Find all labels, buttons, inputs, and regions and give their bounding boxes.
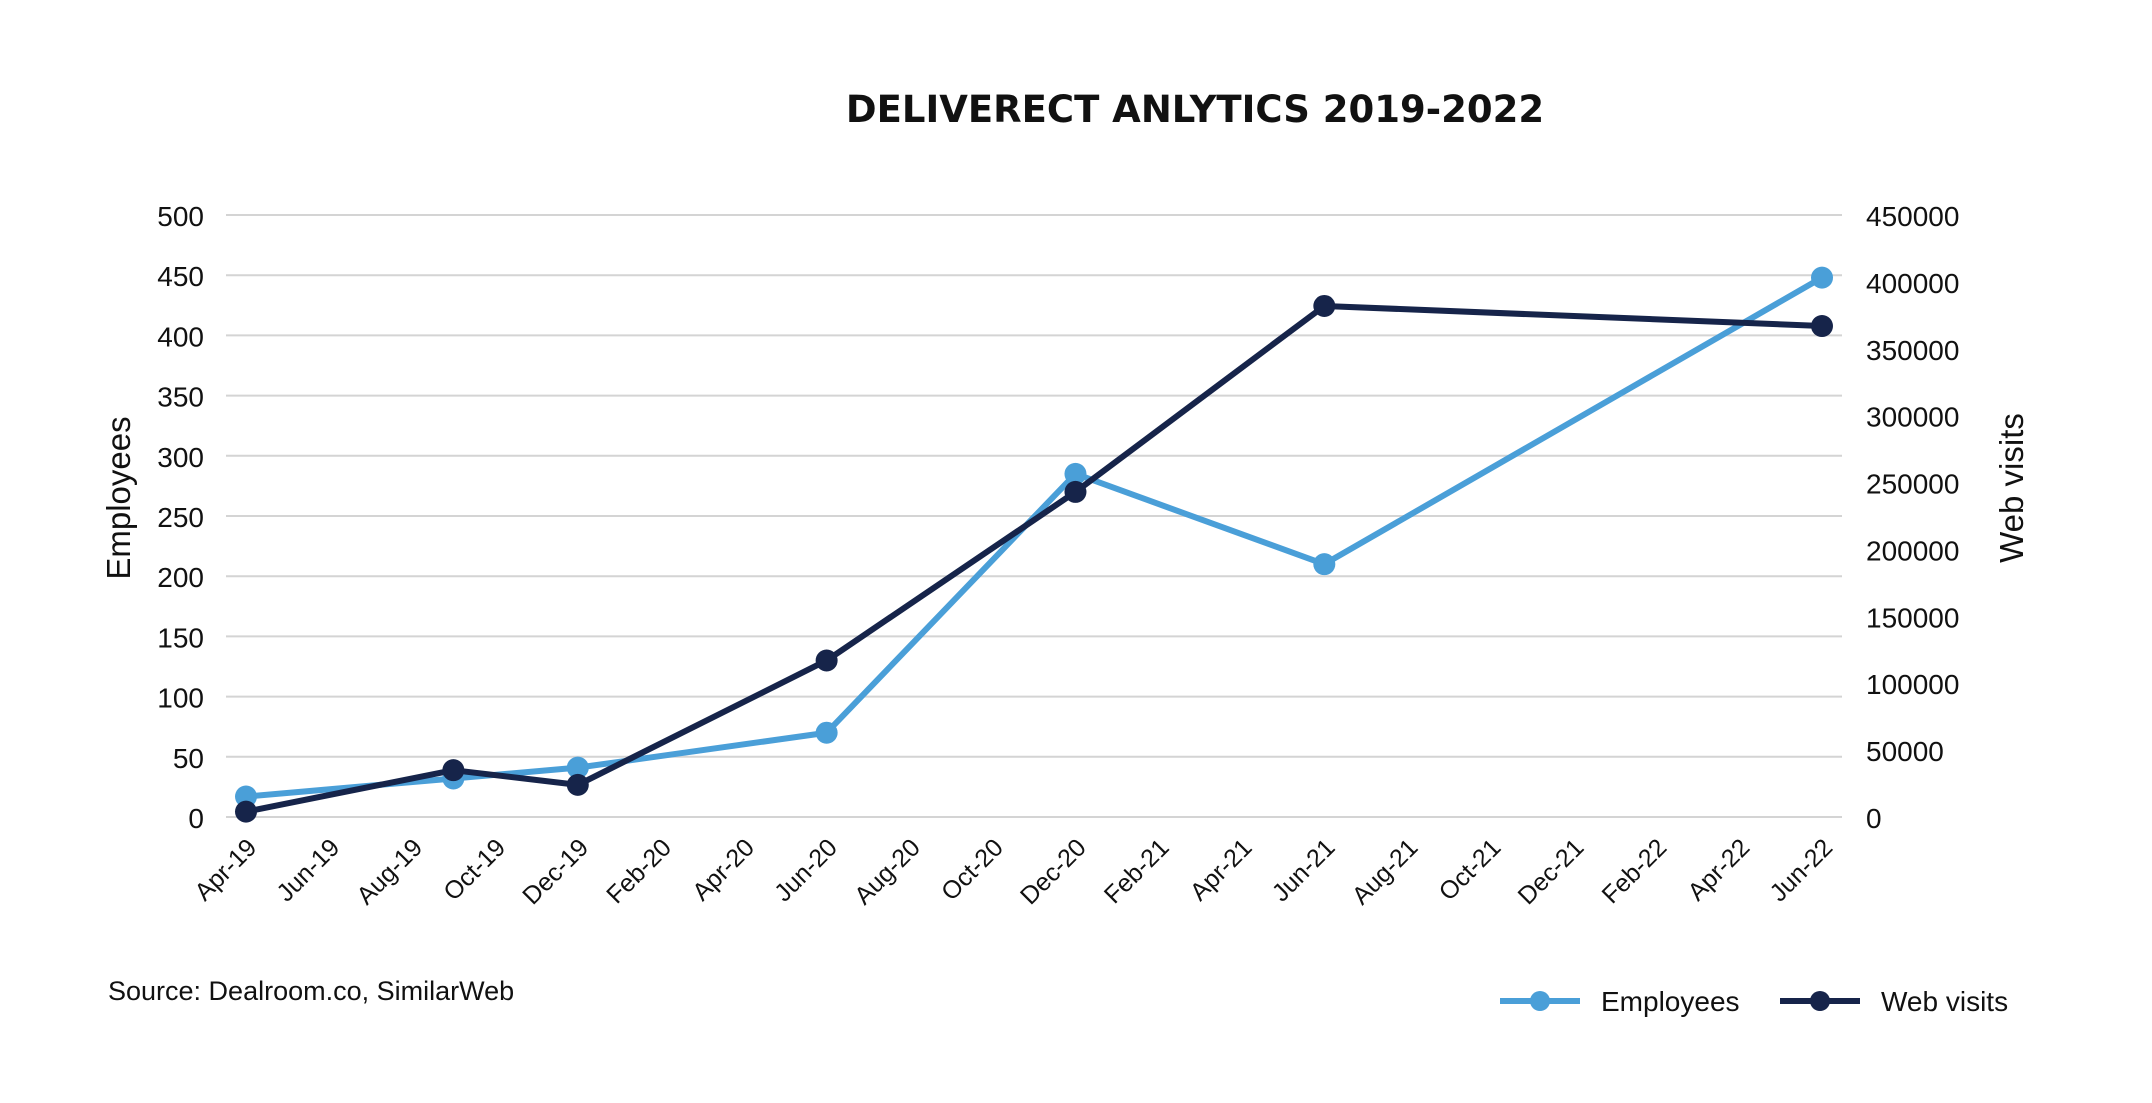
- right-tick-label: 200000: [1866, 535, 1959, 566]
- source-note: Source: Dealroom.co, SimilarWeb: [108, 976, 514, 1006]
- left-tick-label: 300: [157, 442, 204, 473]
- x-tick-label: Dec-20: [1015, 833, 1092, 910]
- x-tick-label: Feb-20: [601, 833, 677, 909]
- left-tick-label: 200: [157, 562, 204, 593]
- right-tick-label: 150000: [1866, 602, 1959, 633]
- data-point: [442, 759, 465, 782]
- legend-marker: [1530, 991, 1550, 1011]
- right-tick-label: 350000: [1866, 335, 1959, 366]
- x-axis: Apr-19 Jun-19 Aug-19 Oct-19 Dec-19 Feb-20 Apr-…: [189, 833, 1838, 910]
- left-axis-label: Employees: [100, 416, 137, 579]
- legend: Employees Web visits: [1500, 986, 2008, 1017]
- data-point: [1064, 462, 1087, 485]
- x-tick-label: Apr-22: [1682, 833, 1755, 906]
- legend-marker: [1810, 991, 1830, 1011]
- legend-label: Employees: [1601, 986, 1740, 1017]
- x-tick-label: Apr-19: [189, 833, 262, 906]
- left-tick-label: 500: [157, 201, 204, 232]
- right-y-axis: 0 50000 100000 150000 200000 250000 300000 3500…: [1866, 201, 1959, 834]
- x-tick-label: Jun-20: [769, 833, 843, 907]
- right-tick-label: 400000: [1866, 268, 1959, 299]
- x-tick-label: Apr-20: [687, 833, 760, 906]
- x-tick-label: Jun-21: [1267, 833, 1341, 907]
- data-point: [566, 756, 589, 779]
- x-tick-label: Oct-19: [438, 833, 511, 906]
- x-tick-label: Jun-22: [1764, 833, 1838, 907]
- legend-label: Web visits: [1881, 986, 2008, 1017]
- right-tick-label: 50000: [1866, 736, 1944, 767]
- left-tick-label: 450: [157, 261, 204, 292]
- chart-title: DELIVERECT ANLYTICS 2019-2022: [846, 88, 1544, 131]
- data-point: [1313, 553, 1336, 576]
- right-tick-label: 250000: [1866, 469, 1959, 500]
- right-tick-label: 300000: [1866, 402, 1959, 433]
- x-tick-label: Dec-19: [517, 833, 594, 910]
- x-tick-label: Aug-19: [351, 833, 428, 910]
- series-group: [235, 266, 1833, 823]
- data-point: [815, 649, 838, 672]
- left-tick-label: 250: [157, 502, 204, 533]
- data-point: [815, 721, 838, 744]
- left-tick-label: 350: [157, 382, 204, 413]
- data-point: [1313, 294, 1336, 317]
- x-tick-label: Jun-19: [271, 833, 345, 907]
- left-y-axis: 0 50 100 150 200 250 300 350 400 450 500: [157, 201, 204, 834]
- series-line: [245, 275, 1824, 800]
- left-tick-label: 0: [188, 803, 204, 834]
- left-tick-label: 100: [157, 683, 204, 714]
- data-point: [235, 785, 257, 808]
- data-point: [1064, 480, 1087, 503]
- right-tick-label: 450000: [1866, 201, 1959, 232]
- x-tick-label: Feb-21: [1099, 833, 1175, 909]
- x-tick-label: Oct-21: [1434, 833, 1507, 906]
- data-point: [566, 773, 589, 796]
- x-tick-label: Oct-20: [936, 833, 1009, 906]
- x-tick-label: Aug-20: [849, 833, 926, 910]
- data-point: [1811, 266, 1833, 289]
- x-tick-label: Apr-21: [1185, 833, 1258, 906]
- left-tick-label: 150: [157, 622, 204, 653]
- series-line: [245, 302, 1823, 815]
- data-point: [1811, 315, 1833, 338]
- data-point: [235, 800, 257, 823]
- x-tick-label: Aug-21: [1347, 833, 1424, 910]
- x-tick-label: Feb-22: [1597, 833, 1673, 909]
- right-axis-label: Web visits: [1993, 413, 2030, 563]
- right-tick-label: 0: [1866, 803, 1882, 834]
- right-tick-label: 100000: [1866, 669, 1959, 700]
- left-tick-label: 50: [173, 743, 204, 774]
- x-tick-label: Dec-21: [1513, 833, 1590, 910]
- left-tick-label: 400: [157, 321, 204, 352]
